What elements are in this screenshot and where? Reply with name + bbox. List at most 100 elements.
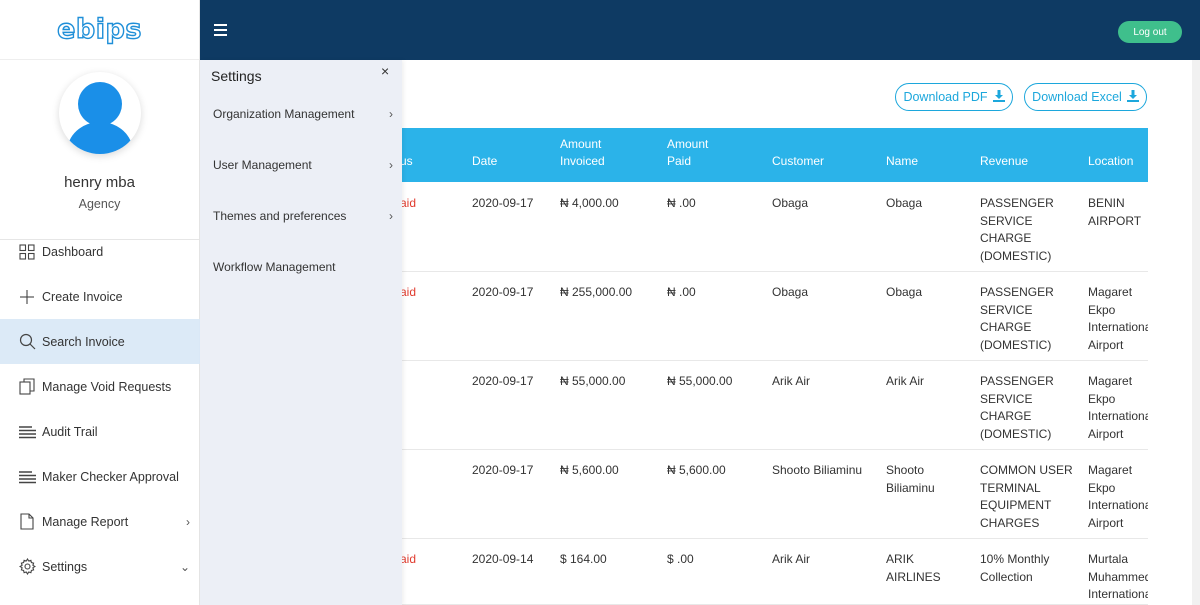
cell-amount-invoiced: ₦ 5,600.00 xyxy=(560,463,619,477)
column-header-revenue: Revenue xyxy=(980,154,1029,168)
cell-amount-paid: ₦ 5,600.00 xyxy=(667,463,726,477)
sidebar-item-label: Manage Void Requests xyxy=(42,379,172,394)
column-header-amount-invoiced: Amount Invoiced xyxy=(560,137,605,168)
download-pdf-label: Download PDF xyxy=(903,90,988,104)
download-excel-button[interactable]: Download Excel xyxy=(1024,83,1147,111)
column-header-location: Location xyxy=(1088,154,1134,168)
cell-customer: Shooto Biliaminu xyxy=(772,463,863,477)
settings-item-organization-management[interactable]: Organization Management › xyxy=(213,107,393,121)
sidebar-item-label: Audit Trail xyxy=(42,424,98,439)
cell-location: BENIN AIRPORT xyxy=(1088,196,1142,228)
cell-amount-invoiced: ₦ 55,000.00 xyxy=(560,374,626,388)
sidebar-item-search-invoice[interactable]: Search Invoice xyxy=(0,319,200,364)
gear-icon xyxy=(18,558,36,576)
sidebar-item-audit-trail[interactable]: Audit Trail xyxy=(0,409,200,454)
scrollbar[interactable] xyxy=(1192,60,1200,605)
cell-location: Magaret Ekpo International Airport xyxy=(1088,374,1148,441)
table-row[interactable]: aid 2020-09-14 $ 164.00 $ .00 Arik Air ARIK A… xyxy=(400,539,1148,605)
cell-date: 2020-09-17 xyxy=(472,196,534,210)
cell-status: aid xyxy=(400,552,417,566)
cell-revenue: PASSENGER SERVICE CHARGE (DOMESTIC) xyxy=(980,374,1054,441)
cell-name: Obaga xyxy=(886,196,923,210)
lines-icon xyxy=(18,468,36,486)
user-name: henry mba xyxy=(64,174,135,191)
lines-icon xyxy=(18,423,36,441)
plus-icon xyxy=(18,288,36,306)
sidebar-item-label: Manage Report xyxy=(42,514,129,529)
sidebar-item-label: Dashboard xyxy=(42,244,104,259)
dashboard-grid-icon xyxy=(18,243,36,261)
cell-name: ARIK AIRLINES xyxy=(886,552,941,584)
chevron-right-icon: › xyxy=(389,209,393,223)
cell-date: 2020-09-17 xyxy=(472,285,534,299)
column-header-name: Name xyxy=(886,154,919,168)
avatar xyxy=(58,72,141,154)
table-row[interactable]: 2020-09-17 ₦ 5,600.00 ₦ 5,600.00 Shooto Bil… xyxy=(400,450,1148,539)
cell-amount-invoiced: ₦ 255,000.00 xyxy=(560,285,633,299)
brand-logo[interactable]: ebips xyxy=(56,13,142,45)
sidebar-item-label: Create Invoice xyxy=(42,289,123,304)
cell-revenue: COMMON USER TERMINAL EQUIPMENT CHARGES xyxy=(980,463,1073,530)
table-header: us Date Amount Invoiced Amount Paid Cust… xyxy=(400,128,1148,182)
sidebar-item-dashboard[interactable]: Dashboard xyxy=(0,229,200,274)
user-profile: henry mba Agency xyxy=(0,72,199,240)
close-icon[interactable]: × xyxy=(381,63,390,79)
chevron-down-icon: ⌄ xyxy=(179,559,190,574)
chevron-right-icon: › xyxy=(186,514,190,529)
cell-amount-paid: ₦ 55,000.00 xyxy=(667,374,733,388)
top-bar: Log out xyxy=(200,0,1200,60)
cell-customer: Obaga xyxy=(772,285,809,299)
settings-item-workflow-management[interactable]: Workflow Management xyxy=(213,260,336,274)
sidebar-item-label: Maker Checker Approval xyxy=(42,469,179,484)
download-icon xyxy=(992,89,1005,105)
document-icon xyxy=(18,513,36,531)
cell-amount-paid: $ .00 xyxy=(667,552,694,566)
cell-name: Shooto Biliaminu xyxy=(886,463,935,495)
column-header-amount-paid: Amount Paid xyxy=(667,137,709,168)
cell-customer: Arik Air xyxy=(772,552,811,566)
sidebar: ebips henry mba Agency Dashboard Create … xyxy=(0,0,200,605)
logout-button[interactable]: Log out xyxy=(1118,21,1182,43)
documents-icon xyxy=(18,378,36,396)
settings-item-themes-and-preferences[interactable]: Themes and preferences › xyxy=(213,209,393,223)
settings-panel-title: Settings xyxy=(211,68,262,84)
cell-customer: Arik Air xyxy=(772,374,811,388)
logo-box: ebips xyxy=(0,0,199,60)
cell-revenue: PASSENGER SERVICE CHARGE (DOMESTIC) xyxy=(980,285,1054,352)
cell-amount-paid: ₦ .00 xyxy=(667,196,696,210)
sidebar-item-manage-void-requests[interactable]: Manage Void Requests xyxy=(0,364,200,409)
sidebar-item-label: Settings xyxy=(42,559,88,574)
column-header-customer: Customer xyxy=(772,154,825,168)
download-excel-label: Download Excel xyxy=(1032,90,1122,104)
table-row[interactable]: aid 2020-09-17 ₦ 255,000.00 ₦ .00 Obaga Obaga… xyxy=(400,272,1148,361)
cell-status: aid xyxy=(400,196,417,210)
sidebar-item-manage-report[interactable]: Manage Report › xyxy=(0,499,200,544)
cell-amount-paid: ₦ .00 xyxy=(667,285,696,299)
cell-name: Obaga xyxy=(886,285,923,299)
cell-amount-invoiced: $ 164.00 xyxy=(560,552,607,566)
settings-panel: Settings × Organization Management › Use… xyxy=(200,60,402,605)
chevron-right-icon: › xyxy=(389,158,393,172)
chevron-right-icon: › xyxy=(389,107,393,121)
cell-revenue: 10% Monthly Collection xyxy=(980,552,1050,584)
sidebar-item-label: Search Invoice xyxy=(42,334,125,349)
cell-location: Magaret Ekpo International Airport xyxy=(1088,285,1148,352)
cell-location: Murtala Muhammed International xyxy=(1088,552,1148,602)
search-icon xyxy=(18,333,36,351)
column-header-date: Date xyxy=(472,154,498,168)
cell-date: 2020-09-17 xyxy=(472,374,534,388)
cell-date: 2020-09-17 xyxy=(472,463,534,477)
cell-name: Arik Air xyxy=(886,374,925,388)
sidebar-item-create-invoice[interactable]: Create Invoice xyxy=(0,274,200,319)
cell-status: aid xyxy=(400,285,417,299)
sidebar-item-settings[interactable]: Settings ⌄ xyxy=(0,544,200,589)
hamburger-menu-icon[interactable] xyxy=(214,24,227,36)
cell-amount-invoiced: ₦ 4,000.00 xyxy=(560,196,619,210)
table-row[interactable]: 2020-09-17 ₦ 55,000.00 ₦ 55,000.00 Arik Air… xyxy=(400,361,1148,450)
table-row[interactable]: aid 2020-09-17 ₦ 4,000.00 ₦ .00 Obaga Obaga PA… xyxy=(400,183,1148,272)
download-pdf-button[interactable]: Download PDF xyxy=(895,83,1013,111)
sidebar-item-maker-checker-approval[interactable]: Maker Checker Approval xyxy=(0,454,200,499)
cell-customer: Obaga xyxy=(772,196,809,210)
cell-date: 2020-09-14 xyxy=(472,552,534,566)
settings-item-user-management[interactable]: User Management › xyxy=(213,158,393,172)
